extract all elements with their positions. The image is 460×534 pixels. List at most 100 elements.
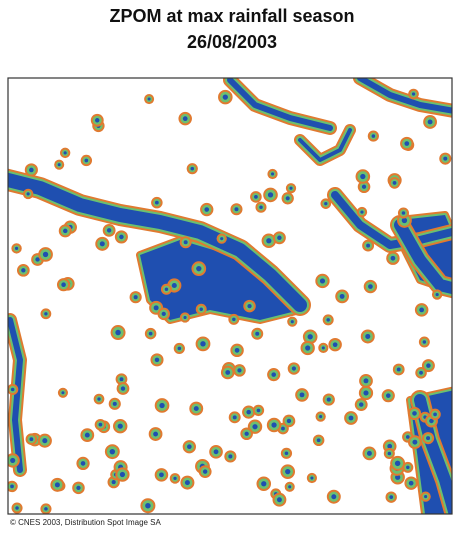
pond [367, 451, 372, 456]
pond [44, 312, 47, 315]
pond [319, 415, 322, 418]
pond [44, 507, 48, 511]
pond [324, 202, 327, 205]
pond [406, 435, 410, 439]
pond [223, 95, 228, 100]
pond [386, 393, 391, 398]
pond [412, 92, 415, 95]
pond [76, 486, 80, 490]
pond [203, 469, 207, 473]
pond [247, 304, 251, 308]
pond [159, 403, 164, 408]
pond [155, 201, 159, 205]
pond [118, 424, 123, 429]
pond [412, 411, 417, 416]
pond [412, 440, 417, 445]
pond [162, 312, 166, 316]
pond [155, 358, 160, 363]
pond [165, 287, 169, 291]
pond [443, 157, 447, 161]
pond [234, 207, 238, 211]
pond [252, 424, 257, 429]
pond [327, 398, 331, 402]
pond [393, 181, 397, 185]
pond [322, 346, 325, 349]
pond [196, 266, 201, 271]
pond [308, 334, 313, 339]
pond [58, 163, 61, 166]
pond [246, 410, 251, 415]
pond [366, 244, 370, 248]
pond [433, 413, 437, 417]
pond [286, 196, 290, 200]
pond [395, 461, 400, 466]
pond [113, 402, 117, 406]
pond [154, 305, 159, 310]
pond [257, 409, 261, 413]
pond [220, 237, 223, 240]
pond [99, 423, 103, 427]
pond [85, 433, 90, 438]
pond [326, 318, 329, 321]
pond [287, 419, 291, 423]
page: ZPOM at max rainfall season 26/08/2003 ©… [0, 0, 460, 534]
pond [271, 372, 276, 377]
pond [360, 174, 365, 179]
pond [426, 436, 430, 440]
pond [27, 192, 30, 195]
pond [112, 480, 116, 484]
pond [153, 432, 158, 437]
pond [43, 252, 48, 257]
pond [95, 118, 99, 122]
pond [149, 332, 153, 336]
pond [178, 347, 182, 351]
pond [235, 348, 240, 353]
pond [85, 159, 89, 163]
pond [402, 218, 407, 223]
pond [134, 295, 138, 299]
pond [61, 282, 66, 287]
pond [107, 228, 111, 232]
pond [81, 461, 86, 466]
pond [281, 427, 285, 431]
map-date: 26/08/2003 [187, 32, 277, 52]
pond [190, 167, 194, 171]
pond [406, 466, 409, 469]
pond [363, 390, 368, 395]
pond [359, 402, 363, 406]
pond [10, 458, 15, 463]
pond [233, 415, 237, 419]
pond [225, 370, 230, 375]
pond [214, 449, 219, 454]
pond [428, 119, 433, 124]
pond [364, 378, 369, 383]
pond [285, 469, 290, 474]
pond [268, 192, 273, 197]
pond [305, 345, 310, 350]
pond [259, 205, 263, 209]
pond [63, 229, 68, 234]
pond [121, 386, 125, 390]
pond [232, 318, 235, 321]
pond [349, 416, 354, 421]
pond [310, 476, 313, 479]
pond [11, 388, 15, 392]
pond [436, 293, 439, 296]
pond [61, 391, 64, 394]
pond [419, 371, 423, 375]
copyright-credit: © CNES 2003, Distribution Spot Image SA [10, 518, 162, 527]
pond [15, 247, 18, 250]
pond [266, 238, 271, 243]
pond [271, 172, 274, 175]
pond [183, 116, 188, 121]
pond [29, 437, 33, 441]
pond [402, 211, 406, 215]
pond [289, 187, 292, 190]
pond [115, 330, 120, 335]
pond [183, 316, 186, 319]
map-title: ZPOM at max rainfall season [109, 6, 354, 26]
pond [360, 211, 363, 214]
pond [255, 332, 259, 336]
pond [10, 485, 14, 489]
pond [194, 406, 199, 411]
